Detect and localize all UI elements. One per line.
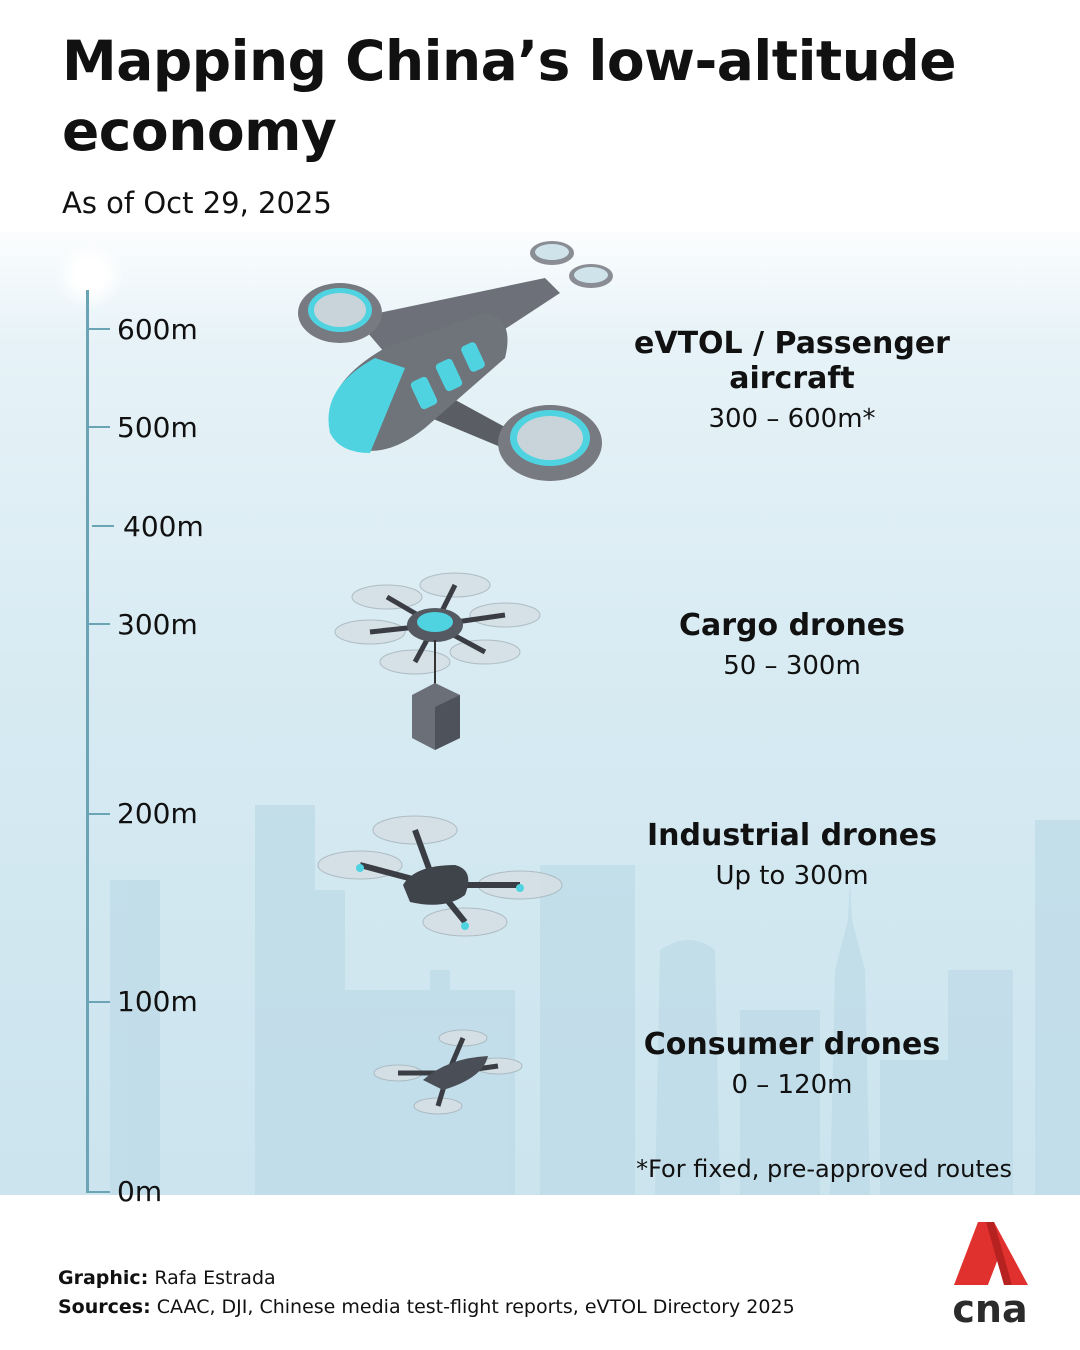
sources-label: Sources: — [58, 1296, 151, 1318]
tick-mark — [88, 426, 110, 428]
category-cargo: Cargo drones 50 – 300m — [582, 608, 1002, 681]
tick-mark — [92, 525, 114, 527]
evtol-aircraft-icon — [298, 241, 613, 481]
consumer-drone-icon — [373, 1029, 523, 1115]
sun-glow — [55, 240, 125, 310]
category-consumer: Consumer drones 0 – 120m — [582, 1027, 1002, 1100]
category-range: 50 – 300m — [723, 651, 861, 681]
axis-line — [86, 290, 89, 1193]
graphic-label: Graphic: — [58, 1267, 149, 1289]
category-range: 0 – 120m — [731, 1070, 853, 1100]
city-skyline — [110, 805, 1080, 1195]
tick-mark — [88, 623, 110, 625]
cargo-drone-icon — [334, 572, 541, 750]
graphic-value: Rafa Estrada — [154, 1267, 276, 1289]
tick-mark — [88, 1001, 110, 1003]
cna-logo: cna — [952, 1222, 1028, 1327]
tick-label: 600m — [117, 313, 198, 346]
category-range: 300 – 600m* — [708, 404, 876, 434]
category-name: Consumer drones — [643, 1027, 941, 1062]
category-industrial: Industrial drones Up to 300m — [582, 818, 1002, 891]
tick-label: 500m — [117, 411, 198, 444]
sources-value: CAAC, DJI, Chinese media test-flight rep… — [156, 1296, 795, 1318]
category-name: Cargo drones — [678, 608, 906, 643]
tick-mark — [88, 1191, 110, 1193]
tick-label: 400m — [123, 510, 204, 543]
category-name: Industrial drones — [646, 818, 938, 853]
page-subtitle: As of Oct 29, 2025 — [62, 186, 332, 220]
footnote: *For fixed, pre-approved routes — [636, 1155, 1012, 1183]
sources-credit: Sources: CAAC, DJI, Chinese media test-f… — [58, 1296, 795, 1318]
category-range: Up to 300m — [715, 861, 869, 891]
page-title: Mapping China’s low-altitude economy — [62, 29, 957, 163]
tick-label: 300m — [117, 608, 198, 641]
tick-mark — [88, 328, 110, 330]
graphic-credit: Graphic: Rafa Estrada — [58, 1267, 276, 1289]
tick-mark — [88, 813, 110, 815]
tick-label: 0m — [117, 1175, 163, 1208]
category-name: eVTOL / Passenger aircraft — [634, 326, 950, 396]
tick-label: 200m — [117, 797, 198, 830]
tick-label: 100m — [117, 985, 198, 1018]
category-evtol: eVTOL / Passenger aircraft 300 – 600m* — [582, 326, 1002, 434]
svg-text:cna: cna — [952, 1287, 1027, 1327]
industrial-drone-icon — [317, 815, 563, 937]
